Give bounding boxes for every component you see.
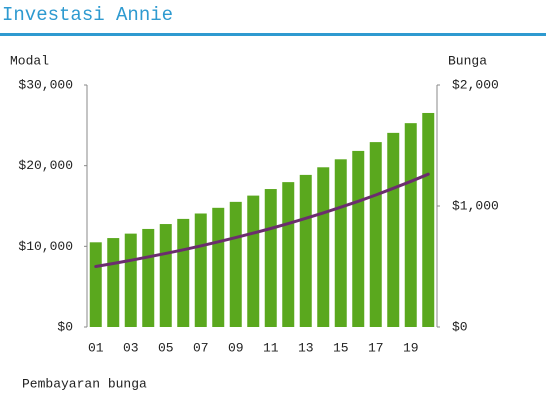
y-tick-label: $20,000 xyxy=(18,158,73,173)
chart-title: Investasi Annie xyxy=(2,4,173,26)
bar xyxy=(387,132,400,327)
x-tick-label: 07 xyxy=(193,340,209,355)
y2-tick-label: $2,000 xyxy=(452,77,499,92)
x-tick-label: 19 xyxy=(403,340,419,355)
x-tick-label: 15 xyxy=(333,340,349,355)
bar xyxy=(422,112,435,327)
x-tick-label: 11 xyxy=(263,340,279,355)
bar xyxy=(124,233,137,327)
bar xyxy=(177,218,190,327)
x-tick-label: 13 xyxy=(298,340,314,355)
bar xyxy=(159,224,172,327)
bar xyxy=(299,174,312,327)
y-tick-label: $10,000 xyxy=(18,239,73,254)
y-tick-label: $0 xyxy=(57,319,73,334)
bar xyxy=(404,123,417,327)
bar xyxy=(334,159,347,327)
bar xyxy=(317,167,330,327)
footer-label: Pembayaran bunga xyxy=(22,376,147,391)
y2-tick-label: $1,000 xyxy=(452,198,499,213)
bar xyxy=(229,201,242,327)
x-tick-label: 03 xyxy=(123,340,139,355)
bar xyxy=(89,242,102,327)
line xyxy=(94,172,430,268)
x-tick-label: 01 xyxy=(88,340,104,355)
x-tick-label: 05 xyxy=(158,340,174,355)
bar xyxy=(107,238,120,327)
bar xyxy=(352,150,365,327)
x-tick-label: 17 xyxy=(368,340,384,355)
bar xyxy=(142,228,155,327)
bar xyxy=(212,207,225,327)
y-tick-label: $30,000 xyxy=(18,77,73,92)
bar xyxy=(282,182,295,327)
bar xyxy=(247,195,260,327)
title-underline xyxy=(0,33,546,36)
bar xyxy=(264,189,277,327)
y-axis-label: Modal xyxy=(10,53,49,68)
bar xyxy=(369,142,382,327)
y2-axis-label: Bunga xyxy=(448,53,487,68)
y2-tick-label: $0 xyxy=(452,319,468,334)
bar xyxy=(194,213,207,327)
x-tick-label: 09 xyxy=(228,340,244,355)
